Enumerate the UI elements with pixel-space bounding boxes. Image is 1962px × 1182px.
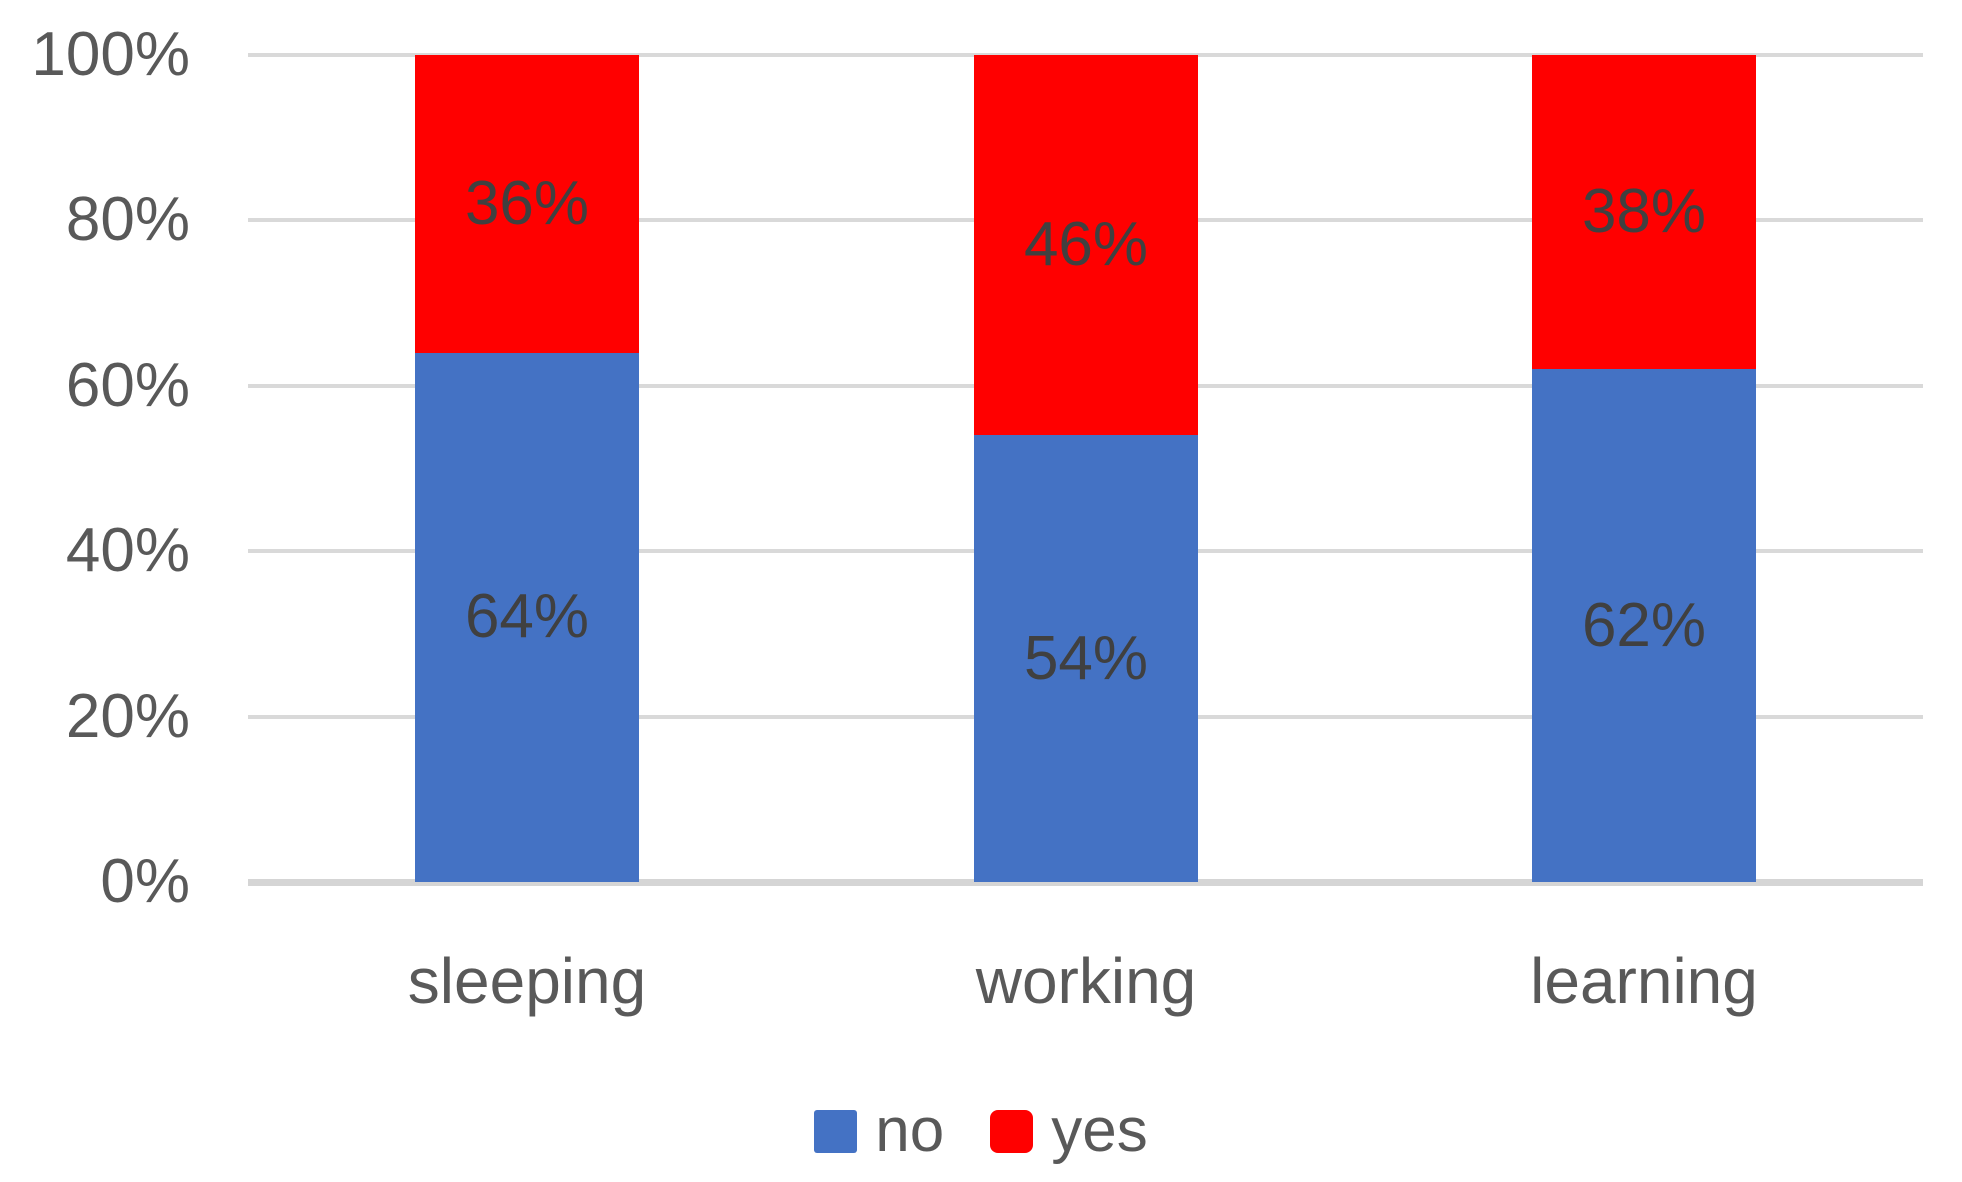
y-tick-label: 40%: [65, 516, 190, 585]
data-label: 62%: [1581, 590, 1707, 660]
category-label-learning: learning: [1530, 945, 1758, 1017]
category-label-working: working: [975, 945, 1197, 1017]
bar-segment-no-working[interactable]: 54%: [974, 435, 1198, 882]
bar-sleeping: 36% 64%: [415, 55, 639, 882]
y-tick-label: 80%: [65, 185, 190, 254]
data-label: 36%: [464, 168, 590, 238]
bar-segment-yes-working[interactable]: 46%: [974, 55, 1198, 436]
y-tick-label: 0%: [100, 847, 190, 916]
data-label: 54%: [1023, 623, 1149, 693]
data-label: 38%: [1581, 177, 1707, 247]
bar-segment-yes-sleeping[interactable]: 36%: [415, 55, 639, 353]
category-label-sleeping: sleeping: [407, 945, 647, 1017]
legend-swatch-yes: [990, 1109, 1034, 1153]
x-axis-line: [248, 879, 1923, 886]
bar-segment-yes-learning[interactable]: 38%: [1532, 55, 1756, 370]
bar-segment-no-learning[interactable]: 62%: [1532, 369, 1756, 882]
legend-swatch-no: [814, 1109, 858, 1153]
bar-learning: 38% 62%: [1532, 55, 1756, 882]
legend-item-yes[interactable]: yes: [990, 1096, 1148, 1165]
legend-item-no[interactable]: no: [814, 1100, 944, 1162]
y-tick-label: 20%: [65, 682, 190, 751]
y-tick-label: 100%: [31, 20, 190, 89]
legend-label: no: [875, 1096, 945, 1165]
bar-segment-no-sleeping[interactable]: 64%: [415, 352, 639, 882]
data-label: 46%: [1023, 210, 1149, 280]
legend: no yes: [0, 1096, 1962, 1166]
bar-working: 46% 54%: [974, 55, 1198, 882]
legend-label: yes: [1051, 1096, 1148, 1165]
data-label: 64%: [464, 582, 590, 652]
y-tick-label: 60%: [65, 351, 190, 420]
